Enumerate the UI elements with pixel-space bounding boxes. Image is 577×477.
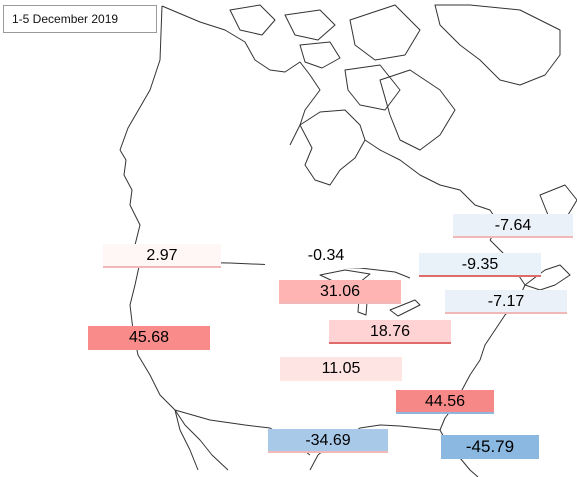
region-value-northeast-1: -7.64 <box>453 214 573 238</box>
baja-california <box>174 409 199 471</box>
baffin-island <box>379 69 456 151</box>
region-value-ohio-valley: 18.76 <box>329 320 451 344</box>
region-value-west: 45.68 <box>88 326 210 350</box>
region-value-southeast: 44.56 <box>396 390 494 414</box>
region-value-florida: -45.79 <box>441 435 539 459</box>
alaska-border <box>119 5 163 151</box>
lake-erie <box>389 299 421 317</box>
pacific-coastline <box>119 149 229 471</box>
region-value-northeast-3: -7.17 <box>445 290 567 314</box>
greenland <box>434 4 561 86</box>
arctic-island-2 <box>284 9 336 41</box>
arctic-coastline <box>161 5 321 146</box>
region-value-northeast-2: -9.35 <box>419 253 541 277</box>
newfoundland <box>539 184 577 221</box>
arctic-island-3 <box>299 41 341 69</box>
region-value-gulf-coast: -34.69 <box>268 429 388 453</box>
arctic-island-5 <box>344 64 401 111</box>
region-value-north-central: -0.34 <box>265 244 387 268</box>
hudson-bay <box>299 109 366 186</box>
map-title: 1-5 December 2019 <box>3 5 157 33</box>
arctic-island-1 <box>229 4 276 36</box>
region-value-south-central: 11.05 <box>280 357 402 381</box>
region-value-great-lakes: 31.06 <box>279 280 401 304</box>
arctic-island-4 <box>349 4 421 61</box>
region-value-northwest-coast: 2.97 <box>103 244 221 268</box>
